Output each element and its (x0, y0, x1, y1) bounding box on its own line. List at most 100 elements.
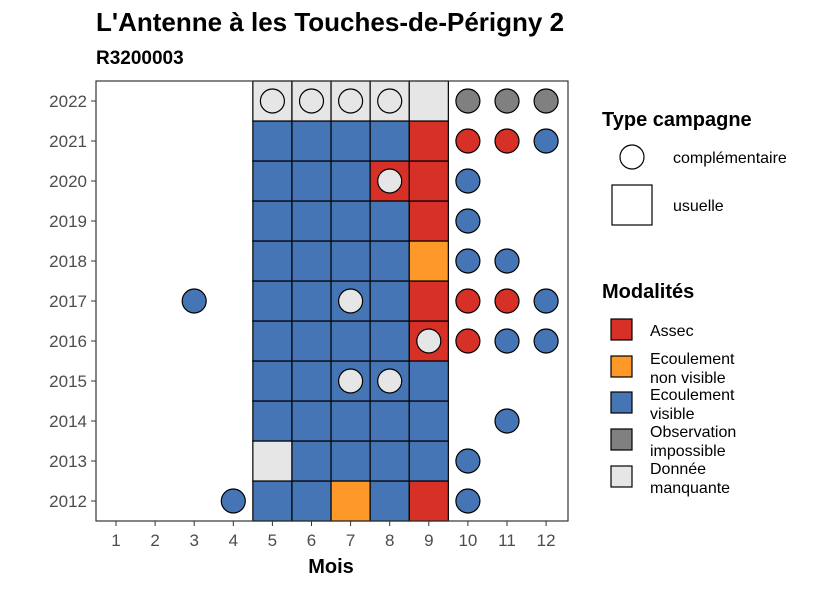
cell-2017-8 (369, 280, 410, 322)
dot-2017-7 (338, 288, 364, 314)
dot-2018-10 (455, 248, 481, 274)
cell-2016-5 (252, 320, 293, 362)
cell-2019-6 (291, 200, 332, 242)
legend-label-observation_impossible-line2: impossible (650, 443, 726, 460)
dot-2022-8 (377, 88, 403, 114)
dot-2020-10 (455, 168, 481, 194)
dot-2022-10 (455, 88, 481, 114)
y-tick-label-2015: 2015 (49, 372, 87, 391)
y-axis-ticks: 2012 2013 2014 2015 2016 2017 2018 2019 2020 2021… (49, 92, 96, 511)
cell-2014-5 (252, 400, 293, 442)
dot-2021-10 (455, 128, 481, 154)
y-tick-label-2018: 2018 (49, 252, 87, 271)
cell-2014-7 (330, 400, 371, 442)
dot-2017-10 (455, 288, 481, 314)
legend-key-observation_impossible (610, 428, 633, 451)
legend-label-donnee_manquante-line1: Donnée (650, 461, 706, 478)
y-tick-label-2020: 2020 (49, 172, 87, 191)
cell-2017-9 (408, 280, 449, 322)
dot-2022-12 (533, 88, 559, 114)
cell-2018-5 (252, 240, 293, 282)
cell-2021-7 (330, 120, 371, 162)
y-tick-label-2012: 2012 (49, 492, 87, 511)
x-tick-label-4: 4 (229, 531, 238, 550)
legend-label-donnee_manquante-line2: manquante (650, 480, 730, 497)
legend-key-complementaire (619, 144, 645, 170)
x-tick-label-7: 7 (346, 531, 355, 550)
dot-2015-7 (338, 368, 364, 394)
cell-2019-7 (330, 200, 371, 242)
y-tick-label-2022: 2022 (49, 92, 87, 111)
legend-key-ecoulement_non_visible (610, 355, 633, 378)
legend-type-campagne: Type campagne complémentaire usuelle (602, 109, 787, 226)
cell-2016-8 (369, 320, 410, 362)
cell-2020-7 (330, 160, 371, 202)
cell-2013-9 (408, 440, 449, 482)
cell-2020-6 (291, 160, 332, 202)
dot-2019-10 (455, 208, 481, 234)
cell-2014-8 (369, 400, 410, 442)
cell-2018-6 (291, 240, 332, 282)
dot-2022-5 (259, 88, 285, 114)
x-tick-label-9: 9 (424, 531, 433, 550)
cell-2019-8 (369, 200, 410, 242)
x-tick-label-8: 8 (385, 531, 394, 550)
dot-2013-10 (455, 448, 481, 474)
y-tick-label-2014: 2014 (49, 412, 87, 431)
cell-2021-5 (252, 120, 293, 162)
cell-2016-7 (330, 320, 371, 362)
legend-type-campagne-title: Type campagne (602, 109, 752, 131)
cell-2015-6 (291, 360, 332, 402)
chart-title: L'Antenne à les Touches-de-Périgny 2 (96, 7, 564, 37)
y-tick-label-2016: 2016 (49, 332, 87, 351)
cell-2021-9 (408, 120, 449, 162)
legend-label-observation_impossible-line1: Observation (650, 424, 736, 441)
x-tick-label-6: 6 (307, 531, 316, 550)
x-tick-label-2: 2 (150, 531, 159, 550)
y-tick-label-2013: 2013 (49, 452, 87, 471)
x-tick-label-10: 10 (458, 531, 477, 550)
cell-2017-5 (252, 280, 293, 322)
legend-modalites-title: Modalités (602, 281, 694, 303)
cell-2019-5 (252, 200, 293, 242)
legend-label-ecoulement_visible-line2: visible (650, 406, 695, 423)
dot-2021-11 (494, 128, 520, 154)
legend-key-usuelle (611, 184, 653, 226)
y-tick-label-2021: 2021 (49, 132, 87, 151)
dot-2017-3 (181, 288, 207, 314)
cell-2016-6 (291, 320, 332, 362)
dot-2017-11 (494, 288, 520, 314)
cell-2014-6 (291, 400, 332, 442)
cell-2022-6 (291, 80, 332, 122)
cell-2015-5 (252, 360, 293, 402)
cell-2012-5 (252, 480, 293, 522)
cell-2022-9 (408, 80, 449, 122)
cell-2012-9 (408, 480, 449, 522)
dot-2015-8 (377, 368, 403, 394)
legend-key-donnee_manquante (610, 465, 633, 488)
x-tick-label-11: 11 (498, 531, 516, 550)
dot-2016-11 (494, 328, 520, 354)
dot-2016-9 (416, 328, 442, 354)
x-tick-label-1: 1 (111, 531, 120, 550)
x-tick-label-12: 12 (537, 531, 556, 550)
legend-label-complementaire: complémentaire (673, 150, 787, 167)
cell-2015-9 (408, 360, 449, 402)
legend-key-ecoulement_visible (610, 391, 633, 414)
legend-key-assec (610, 318, 633, 341)
dot-2014-11 (494, 408, 520, 434)
dot-2017-12 (533, 288, 559, 314)
chart-subtitle: R3200003 (96, 48, 184, 69)
dot-2012-4 (220, 488, 246, 514)
legend-label-usuelle: usuelle (673, 198, 724, 215)
dot-2016-12 (533, 328, 559, 354)
complementary-campaign-dots (181, 88, 559, 514)
cell-2019-9 (408, 200, 449, 242)
cell-2021-8 (369, 120, 410, 162)
dot-2022-7 (338, 88, 364, 114)
cell-2017-6 (291, 280, 332, 322)
y-tick-label-2019: 2019 (49, 212, 87, 231)
x-tick-label-5: 5 (268, 531, 277, 550)
